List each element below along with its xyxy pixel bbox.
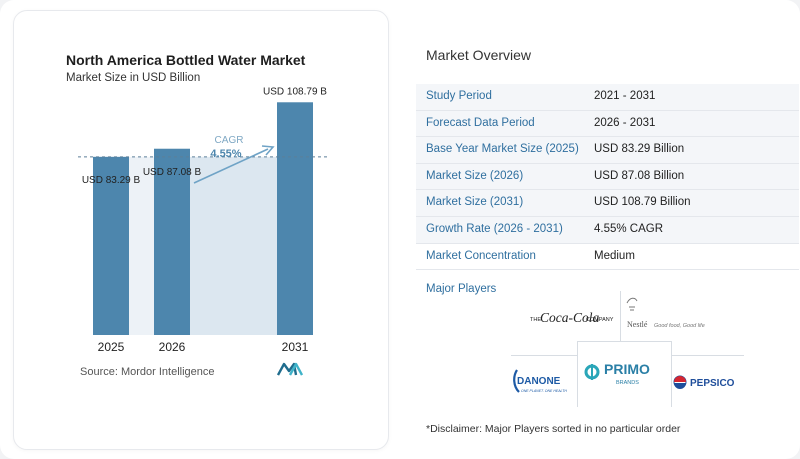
- value-label-2031: USD 108.79 B: [263, 86, 327, 97]
- cagr-arrowhead-icon: [261, 145, 275, 156]
- logo-danone: DANONE ONE PLANET. ONE HEALTH: [511, 355, 577, 407]
- mordor-logo-icon: [277, 362, 303, 376]
- x-tick-label-2026: 2026: [159, 340, 186, 354]
- bar-2031: [277, 102, 313, 335]
- source-text: Source: Mordor Intelligence: [80, 366, 215, 378]
- growth-region: [190, 156, 277, 335]
- coca-cola-pre: THE: [530, 317, 541, 323]
- logo-pepsico: PEPSICO: [672, 355, 744, 407]
- value-label-2026: USD 87.08 B: [143, 167, 202, 178]
- market-overview-panel: Market Overview Study Period 2021 - 2031…: [416, 0, 800, 459]
- row-label: Base Year Market Size (2025): [426, 143, 579, 156]
- chart-title: North America Bottled Water Market: [66, 52, 306, 68]
- x-tick-label-2025: 2025: [98, 340, 125, 354]
- base-region: [129, 156, 154, 335]
- major-players-label: Major Players: [426, 283, 497, 295]
- cagr-arrow-line: [193, 148, 269, 184]
- overview-title: Market Overview: [426, 47, 532, 63]
- chart-subtitle: Market Size in USD Billion: [66, 72, 201, 84]
- row-value: 2026 - 2031: [594, 116, 656, 129]
- primo-logo-icon: PRIMO BRANDS: [584, 361, 650, 386]
- row-value: USD 87.08 Billion: [594, 169, 685, 182]
- table-row: Study Period 2021 - 2031: [416, 84, 799, 111]
- table-row: Market Size (2031) USD 108.79 Billion: [416, 190, 799, 217]
- table-row: Forecast Data Period 2026 - 2031: [416, 110, 799, 138]
- row-label: Growth Rate (2026 - 2031): [426, 222, 563, 235]
- danone-tagline: ONE PLANET. ONE HEALTH: [521, 389, 567, 393]
- value-label-2025: USD 83.29 B: [82, 175, 141, 186]
- table-row: Market Size (2026) USD 87.08 Billion: [416, 163, 799, 191]
- cagr-label: CAGR: [215, 135, 244, 146]
- nestle-brand: Nestlé: [627, 320, 648, 329]
- nestle-logo-icon: Nestlé Good food, Good life: [626, 297, 705, 329]
- logo-nestle: Nestlé Good food, Good life: [620, 291, 720, 345]
- danone-logo-icon: DANONE ONE PLANET. ONE HEALTH: [513, 369, 567, 393]
- row-value: Medium: [594, 249, 635, 262]
- danone-brand: DANONE: [517, 376, 561, 387]
- coca-cola-post: COMPANY: [586, 317, 614, 323]
- logo-primo: PRIMO BRANDS: [577, 341, 672, 407]
- row-label: Market Size (2031): [426, 196, 524, 209]
- x-tick-label-2031: 2031: [282, 340, 309, 354]
- coca-cola-logo-icon: THE Coca-Cola COMPANY: [530, 310, 614, 325]
- row-value: USD 83.29 Billion: [594, 143, 685, 156]
- logo-coca-cola: THE Coca-Cola COMPANY: [516, 291, 620, 345]
- pepsico-logo-icon: PEPSICO: [673, 375, 735, 389]
- table-row: Base Year Market Size (2025) USD 83.29 B…: [416, 137, 799, 164]
- nestle-tagline: Good food, Good life: [654, 323, 705, 329]
- row-value: 2021 - 2031: [594, 90, 656, 102]
- row-label: Market Concentration: [426, 249, 536, 262]
- row-value: 4.55% CAGR: [594, 222, 664, 235]
- row-value: USD 108.79 Billion: [594, 196, 691, 209]
- bar-2025: [93, 156, 129, 335]
- row-label: Market Size (2026): [426, 169, 524, 182]
- primo-brand: PRIMO: [604, 361, 650, 377]
- overview-table: Study Period 2021 - 2031 Forecast Data P…: [416, 84, 799, 271]
- coca-cola-brand: Coca-Cola: [540, 310, 599, 325]
- disclaimer-text: *Disclaimer: Major Players sorted in no …: [426, 423, 681, 435]
- row-label: Study Period: [426, 90, 492, 102]
- row-label: Forecast Data Period: [426, 116, 535, 129]
- table-row: Market Concentration Medium: [416, 244, 799, 271]
- cagr-value: 4.55%: [210, 148, 241, 160]
- pepsico-brand: PEPSICO: [690, 378, 735, 389]
- primo-tagline: BRANDS: [616, 380, 639, 386]
- table-row: Growth Rate (2026 - 2031) 4.55% CAGR: [416, 216, 799, 244]
- bar-2026: [154, 148, 190, 335]
